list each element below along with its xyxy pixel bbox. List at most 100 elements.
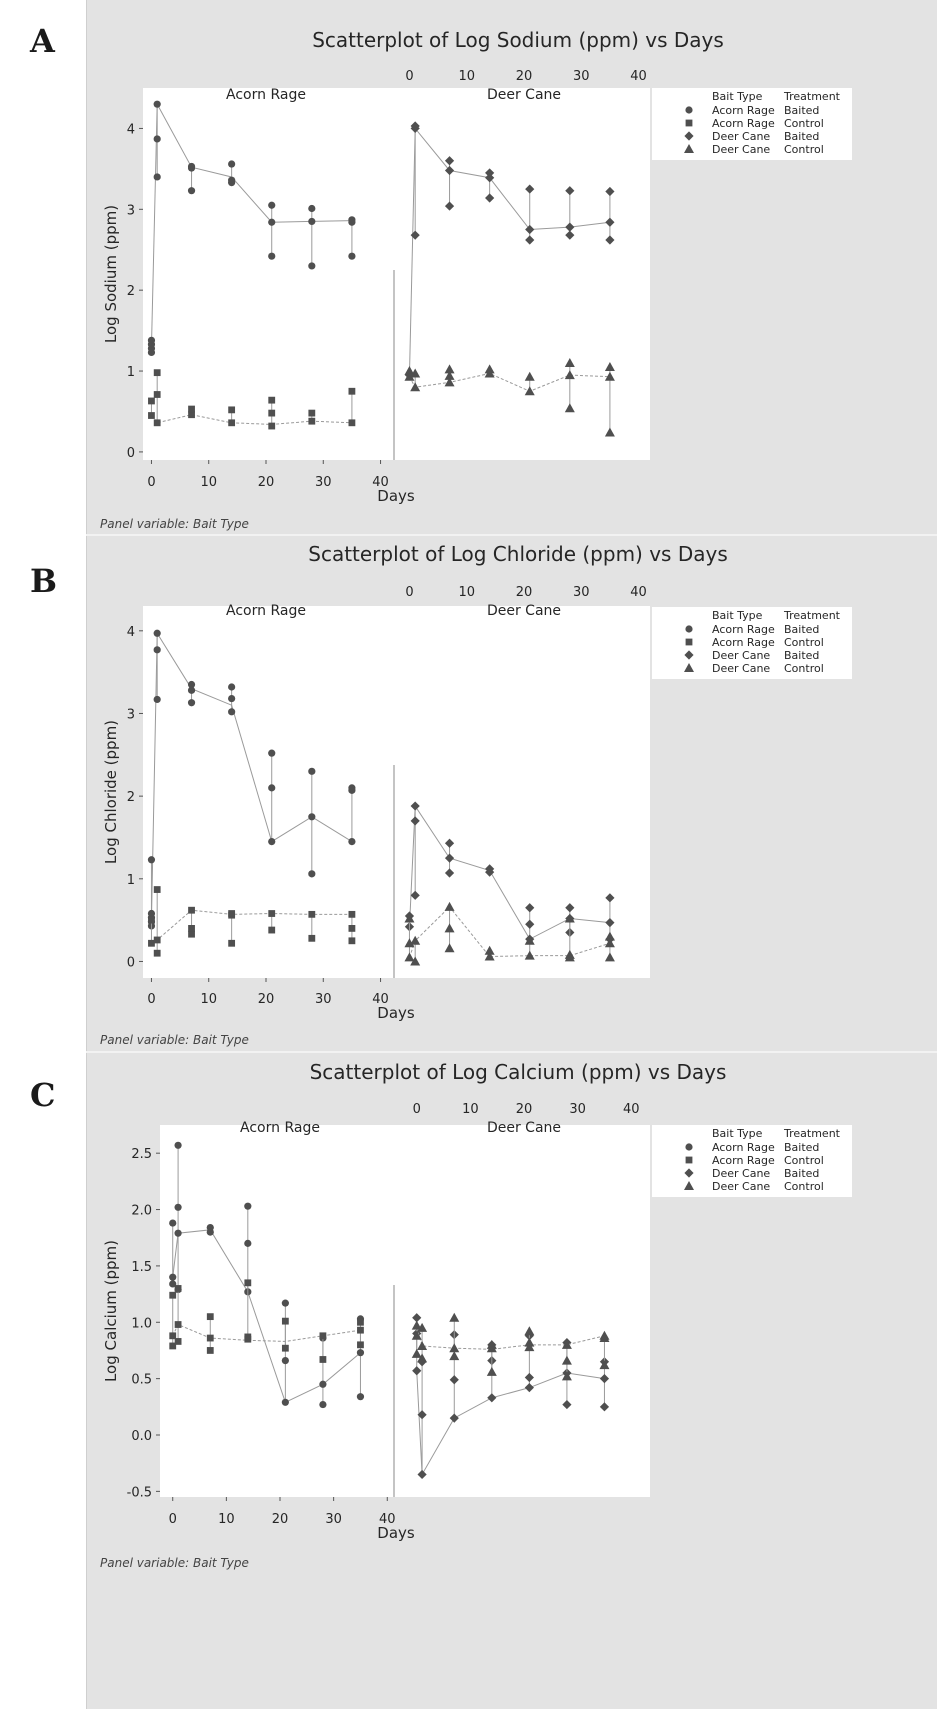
x-tick-label: 10 [200,992,217,1007]
data-point [268,926,276,934]
data-point [524,935,535,945]
data-point [356,1349,365,1357]
top-x-tick-label: 10 [458,585,475,600]
data-point [319,1356,327,1363]
data-point [187,187,196,195]
legend-marker [684,131,694,141]
data-point [268,409,276,417]
panel-variable-note: Panel variable: Bait Type [100,517,249,531]
y-tick-label: 0.0 [131,1429,152,1444]
data-point [188,925,195,932]
data-point [206,1223,214,1232]
data-point [444,923,455,933]
top-x-tick-label: 0 [413,1102,421,1117]
data-point [153,369,161,377]
data-point [410,801,420,811]
data-point [348,252,356,260]
data-point [565,222,575,232]
legend-entry: Deer Cane Control [684,143,824,156]
data-point [486,1366,497,1376]
data-point [228,694,236,703]
x-axis-label: Days [377,1524,415,1542]
data-point [174,1338,182,1345]
data-point [411,1320,422,1330]
y-tick-label: 4 [127,625,135,640]
data-point [206,1334,214,1342]
panel-letter: A [29,22,56,60]
panel-letter: B [30,562,57,600]
x-tick-label: 40 [379,1512,396,1527]
y-tick-label: 2.5 [131,1147,152,1162]
legend-bait-label: Acorn Rage [712,636,775,649]
top-x-tick-label: 30 [569,1102,586,1117]
data-point [348,216,356,224]
legend-marker [685,1156,693,1164]
top-x-tick-label: 30 [573,585,590,600]
series-deer-cane-control [404,357,615,437]
x-tick-label: 10 [200,475,217,490]
y-tick-label: 3 [127,203,135,218]
data-point [153,391,161,398]
data-point [605,893,615,903]
data-point [410,121,420,131]
legend [652,1125,852,1197]
legend-bait-label: Acorn Rage [712,104,775,117]
data-point [599,1360,610,1370]
y-axis-label: Log Sodium (ppm) [102,205,120,343]
legend-bait-label: Acorn Rage [712,1141,775,1154]
legend-entry: Deer Cane Control [684,662,824,675]
data-point [281,1317,289,1325]
data-point [153,173,161,181]
data-point [169,1273,177,1281]
y-tick-label: -0.5 [127,1485,152,1500]
legend-treatment-label: Control [784,636,824,649]
legend-entry: Deer Cane Baited [684,130,819,143]
data-point [565,186,575,196]
data-point [357,1318,364,1326]
data-point [319,1400,327,1409]
data-point [348,925,356,932]
x-tick-label: 30 [315,475,332,490]
top-x-tick-label: 0 [405,69,413,84]
legend-treatment-label: Baited [784,1141,819,1154]
legend-marker [685,119,693,127]
data-point [605,235,615,245]
data-point [449,1343,460,1353]
data-point [169,1219,177,1227]
data-point [561,1371,572,1381]
top-x-tick-label: 40 [623,1102,640,1117]
panel-variable-note: Panel variable: Bait Type [100,1033,249,1047]
data-point [348,838,356,846]
data-point [228,939,236,947]
legend-treatment-label: Control [784,662,824,675]
x-tick-label: 30 [325,1512,342,1527]
legend-bait-label: Acorn Rage [712,1154,775,1167]
panel-letter: C [30,1076,55,1114]
legend-treatment-label: Control [784,1154,824,1167]
x-tick-label: 40 [372,992,389,1007]
data-point [357,1341,364,1349]
y-tick-label: 2.0 [131,1204,152,1219]
x-tick-label: 0 [147,475,155,490]
data-point [404,938,415,948]
y-tick-label: 1.5 [131,1260,152,1275]
data-point [564,949,575,959]
legend-header-bait-type: Bait Type [712,90,763,103]
data-point [281,1398,289,1406]
y-tick-label: 2 [127,284,135,299]
data-point [187,162,196,171]
data-point [153,949,161,957]
data-point [308,204,316,213]
top-x-tick-label: 30 [573,69,590,84]
data-point [348,937,356,945]
data-point [412,1313,422,1323]
data-point [524,371,535,381]
data-point [348,419,356,427]
data-point [524,1383,534,1393]
data-point [308,910,316,918]
data-point [444,838,455,848]
data-point [169,1280,177,1288]
legend-marker [684,650,694,660]
y-tick-label: 4 [127,122,135,137]
data-point [525,224,535,235]
